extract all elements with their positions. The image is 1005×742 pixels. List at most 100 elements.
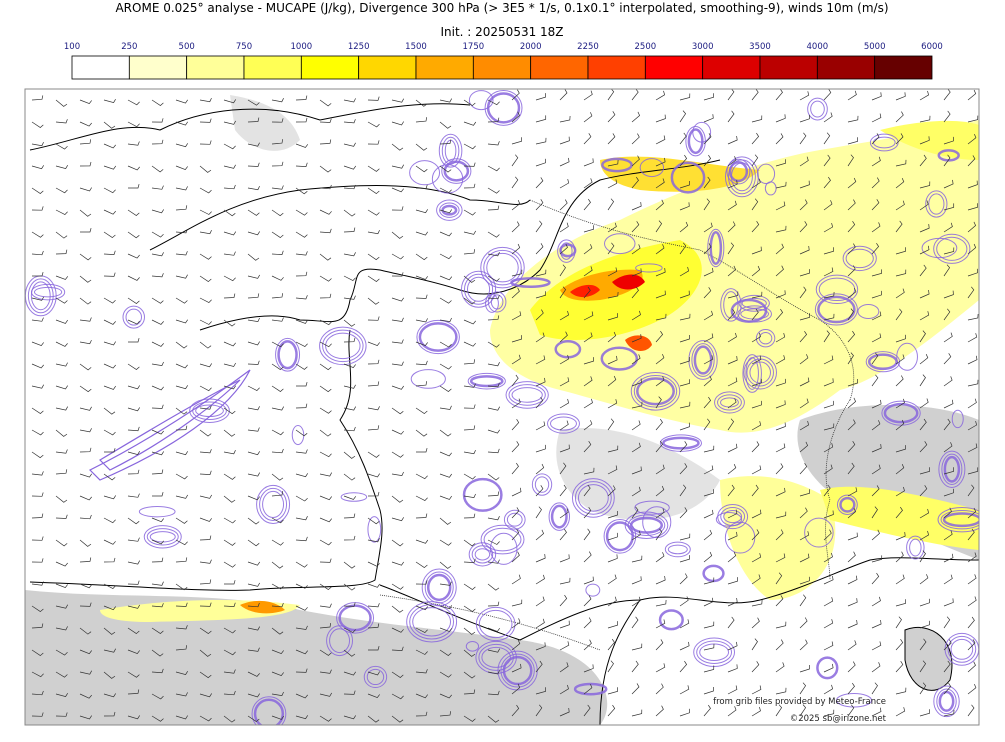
wind-barb xyxy=(463,249,476,255)
wind-barb xyxy=(151,385,164,391)
wind-barb xyxy=(223,184,236,190)
wind-barb xyxy=(895,247,906,255)
wind-barb xyxy=(175,121,188,126)
wind-barb xyxy=(559,484,567,497)
contour xyxy=(441,158,472,184)
wind-barb xyxy=(823,597,834,607)
wind-barb xyxy=(103,605,116,611)
wind-barb xyxy=(895,599,906,607)
wind-barb xyxy=(775,511,787,519)
wind-barb xyxy=(943,332,953,343)
wind-barb xyxy=(751,332,761,343)
wind-barb xyxy=(751,178,761,189)
wind-barb xyxy=(415,318,428,323)
contour xyxy=(629,516,664,534)
wind-barb xyxy=(415,407,428,415)
contour xyxy=(869,133,899,152)
colorbar-box xyxy=(702,55,761,80)
wind-barb xyxy=(103,341,116,346)
wind-barb xyxy=(919,682,927,695)
wind-barb xyxy=(823,510,834,519)
wind-barb xyxy=(607,418,615,431)
wind-barb xyxy=(679,573,688,585)
wind-barb xyxy=(727,616,735,629)
contour xyxy=(505,381,549,409)
wind-barb xyxy=(319,558,332,563)
cape-areas xyxy=(100,120,979,622)
wind-barb xyxy=(775,463,784,475)
wind-barb xyxy=(871,352,879,365)
wind-barb xyxy=(799,91,810,101)
wind-barb xyxy=(535,269,547,277)
wind-barb xyxy=(271,363,284,371)
wind-barb xyxy=(607,399,618,409)
wind-barb xyxy=(271,341,284,348)
wind-barb xyxy=(655,178,665,189)
wind-barb xyxy=(103,121,116,129)
wind-barb xyxy=(127,231,140,239)
wind-barb xyxy=(55,385,68,390)
contour xyxy=(810,100,825,118)
contour xyxy=(742,354,762,393)
wind-barb xyxy=(895,532,906,541)
wind-barb xyxy=(751,291,763,299)
wind-barb xyxy=(439,121,452,129)
wind-barb xyxy=(847,115,859,123)
contour xyxy=(601,157,633,173)
wind-barb xyxy=(175,517,188,524)
wind-barb xyxy=(367,425,380,431)
wind-barb xyxy=(55,406,69,411)
wind-barb xyxy=(655,418,663,431)
wind-barb xyxy=(535,243,544,255)
wind-barb xyxy=(895,334,906,343)
colorbar-box xyxy=(587,55,646,80)
wind-barb xyxy=(703,597,714,607)
wind-barb xyxy=(463,143,476,150)
colorbar-tick-label: 2000 xyxy=(520,42,542,52)
colorbar-box xyxy=(415,55,474,80)
wind-barb xyxy=(919,530,930,541)
contour xyxy=(251,696,287,725)
contour xyxy=(412,607,452,637)
wind-barb xyxy=(559,179,570,189)
wind-barb xyxy=(439,649,452,656)
wind-barb xyxy=(391,297,404,302)
contour xyxy=(937,506,979,533)
wind-barb xyxy=(79,406,92,411)
wind-barb xyxy=(583,576,594,585)
contour xyxy=(842,245,877,272)
wind-barb xyxy=(319,649,332,656)
wind-barb xyxy=(679,180,690,189)
contour xyxy=(475,606,516,642)
wind-barb xyxy=(727,356,738,365)
wind-barb xyxy=(199,429,212,437)
wind-barb xyxy=(487,141,500,146)
wind-barb xyxy=(103,539,116,545)
wind-barb xyxy=(799,377,810,387)
wind-barb xyxy=(871,662,881,673)
wind-barb xyxy=(583,266,593,277)
contour xyxy=(630,371,681,411)
contour xyxy=(726,158,751,185)
wind-barb xyxy=(103,250,116,255)
wind-barb xyxy=(367,341,380,347)
wind-barb xyxy=(415,209,428,214)
wind-barb xyxy=(775,422,786,431)
wind-barb xyxy=(751,89,759,101)
wind-barb xyxy=(487,315,500,321)
wind-barb xyxy=(367,671,380,676)
wind-barb xyxy=(847,640,857,651)
wind-barb xyxy=(295,319,308,324)
contour xyxy=(426,573,452,602)
wind-barb xyxy=(127,517,140,525)
wind-barb xyxy=(823,443,834,453)
wind-barb xyxy=(775,181,787,189)
wind-barb xyxy=(559,620,570,629)
wind-barb xyxy=(535,220,543,233)
wind-barb xyxy=(319,99,332,107)
wind-barb xyxy=(919,115,931,123)
wind-barb xyxy=(103,711,116,717)
wind-barb xyxy=(679,266,690,277)
wind-barb xyxy=(799,180,810,189)
wind-barb xyxy=(871,133,880,145)
